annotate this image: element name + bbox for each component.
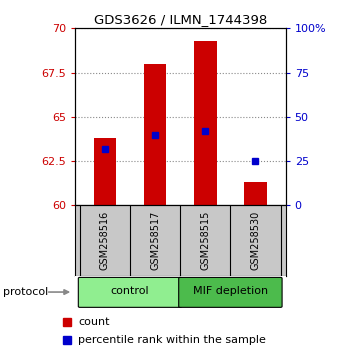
Bar [194,41,217,205]
Bar [144,64,166,205]
Text: MIF depletion: MIF depletion [193,286,268,296]
Text: GSM258530: GSM258530 [251,211,260,270]
Title: GDS3626 / ILMN_1744398: GDS3626 / ILMN_1744398 [94,13,267,26]
FancyBboxPatch shape [78,278,182,307]
Text: GSM258517: GSM258517 [150,211,160,270]
Text: count: count [78,318,110,327]
Text: protocol: protocol [3,287,49,297]
Text: GSM258516: GSM258516 [100,211,110,270]
Bar [244,182,267,205]
Text: GSM258515: GSM258515 [200,211,210,270]
Text: percentile rank within the sample: percentile rank within the sample [78,335,266,344]
FancyBboxPatch shape [179,278,282,307]
Bar [94,138,116,205]
Text: control: control [111,286,149,296]
